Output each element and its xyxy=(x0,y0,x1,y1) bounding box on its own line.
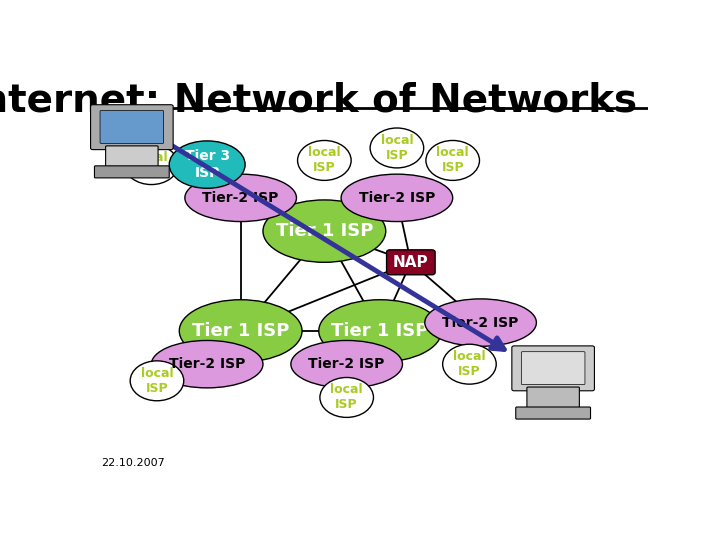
Text: local
ISP: local ISP xyxy=(308,146,341,174)
Circle shape xyxy=(370,128,423,168)
Circle shape xyxy=(233,326,248,336)
Circle shape xyxy=(443,344,496,384)
Circle shape xyxy=(130,361,184,401)
Circle shape xyxy=(200,359,215,369)
Circle shape xyxy=(320,377,374,417)
Ellipse shape xyxy=(263,200,386,262)
Text: Tier-2 ISP: Tier-2 ISP xyxy=(169,357,246,371)
Text: Tier-2 ISP: Tier-2 ISP xyxy=(308,357,385,371)
Text: NAP: NAP xyxy=(393,255,428,270)
FancyBboxPatch shape xyxy=(91,105,173,150)
Text: local
ISP: local ISP xyxy=(135,151,168,179)
Circle shape xyxy=(317,226,332,237)
Circle shape xyxy=(339,359,354,369)
FancyBboxPatch shape xyxy=(100,111,163,144)
Circle shape xyxy=(390,192,404,203)
FancyBboxPatch shape xyxy=(387,250,435,275)
Text: local
ISP: local ISP xyxy=(140,367,174,395)
Ellipse shape xyxy=(185,174,297,221)
Text: Internet: Network of Networks: Internet: Network of Networks xyxy=(0,82,638,119)
Text: Tier 1 ISP: Tier 1 ISP xyxy=(192,322,289,340)
FancyBboxPatch shape xyxy=(527,387,580,409)
Ellipse shape xyxy=(319,300,441,362)
Ellipse shape xyxy=(179,300,302,362)
Text: Tier 3
ISP: Tier 3 ISP xyxy=(184,150,230,180)
Circle shape xyxy=(426,140,480,180)
Text: 22.10.2007: 22.10.2007 xyxy=(101,458,165,468)
Circle shape xyxy=(125,145,178,185)
Text: Tier-2 ISP: Tier-2 ISP xyxy=(359,191,435,205)
Text: Tier-2 ISP: Tier-2 ISP xyxy=(202,191,279,205)
Ellipse shape xyxy=(425,299,536,346)
Text: Tier-2 ISP: Tier-2 ISP xyxy=(442,315,519,329)
FancyBboxPatch shape xyxy=(516,407,590,419)
Text: Tier 1 ISP: Tier 1 ISP xyxy=(276,222,373,240)
Circle shape xyxy=(404,257,418,268)
Circle shape xyxy=(373,326,387,336)
Circle shape xyxy=(233,192,248,203)
Circle shape xyxy=(297,140,351,180)
Text: local
ISP: local ISP xyxy=(381,134,413,162)
Ellipse shape xyxy=(151,341,263,388)
Text: local
ISP: local ISP xyxy=(453,350,486,378)
Text: local
ISP: local ISP xyxy=(330,383,363,411)
Ellipse shape xyxy=(169,141,245,188)
FancyBboxPatch shape xyxy=(512,346,595,391)
Text: local
ISP: local ISP xyxy=(436,146,469,174)
Text: Tier 1 ISP: Tier 1 ISP xyxy=(331,322,429,340)
FancyBboxPatch shape xyxy=(94,166,169,178)
Circle shape xyxy=(473,317,488,328)
FancyBboxPatch shape xyxy=(521,352,585,384)
Ellipse shape xyxy=(341,174,453,221)
Ellipse shape xyxy=(291,341,402,388)
FancyBboxPatch shape xyxy=(106,146,158,167)
